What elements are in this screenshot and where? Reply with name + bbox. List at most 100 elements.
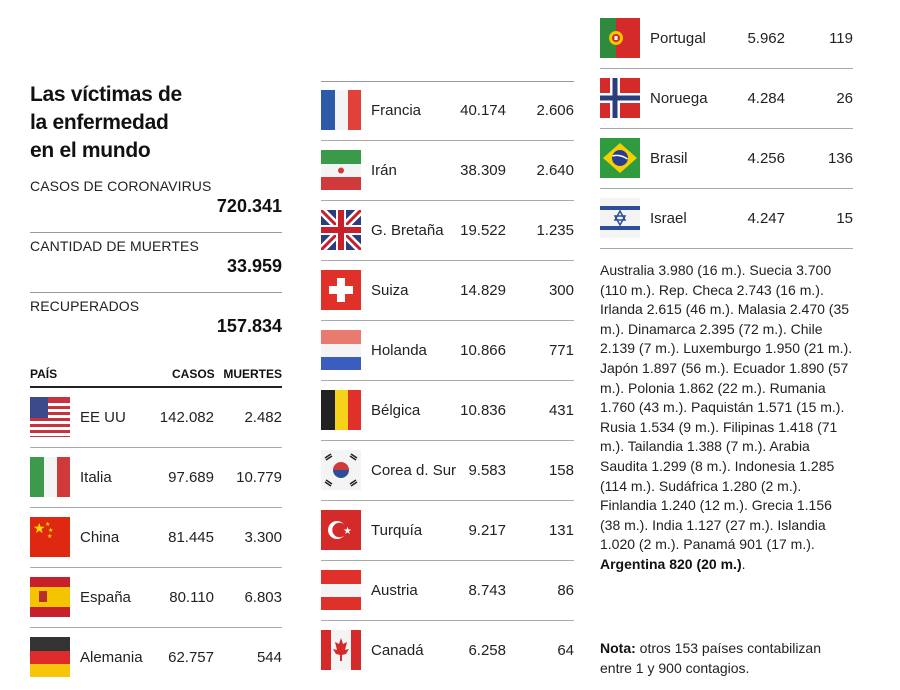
row-divider — [321, 200, 574, 201]
row-divider — [600, 248, 853, 249]
table-row: Irán 38.309 2.640 — [321, 141, 574, 201]
cases-value: 142.082 — [159, 409, 214, 426]
stat-value: 720.341 — [216, 196, 282, 216]
row-divider — [600, 128, 853, 129]
note-label: Nota: — [600, 640, 636, 656]
table-row: Bélgica 10.836 431 — [321, 381, 574, 441]
usa-flag-icon — [30, 397, 70, 437]
header-divider — [30, 386, 282, 388]
stat-label: RECUPERADOS — [30, 298, 140, 314]
italy-flag-icon — [30, 457, 70, 497]
deaths-value: 544 — [256, 649, 282, 666]
table-row: Israel 4.247 15 — [600, 189, 853, 249]
other-countries-text: Australia 3.980 (16 m.). Suecia 3.700 (1… — [600, 262, 853, 553]
deaths-value: 6.803 — [244, 589, 282, 606]
deaths-value: 10.779 — [236, 469, 282, 486]
country-name: G. Bretaña — [371, 222, 444, 239]
stat-total-cases: CASOS DE CORONAVIRUS 720.341 — [30, 178, 282, 217]
row-divider — [600, 188, 853, 189]
stat-value: 33.959 — [226, 256, 282, 276]
cases-value: 81.445 — [168, 529, 214, 546]
deaths-value: 158 — [548, 462, 574, 479]
cases-value: 9.217 — [468, 522, 506, 539]
belgium-flag-icon — [321, 390, 361, 430]
svg-text:★: ★ — [45, 521, 50, 528]
cases-value: 5.962 — [747, 30, 785, 47]
table-row: G. Bretaña 19.522 1.235 — [321, 201, 574, 261]
divider — [30, 292, 282, 293]
germany-flag-icon — [30, 637, 70, 677]
table-row: EE UU 142.082 2.482 — [30, 388, 282, 448]
turkey-flag-icon: ★ — [321, 510, 361, 550]
table-row: Italia 97.689 10.779 — [30, 448, 282, 508]
svg-text:★: ★ — [33, 521, 46, 537]
row-divider — [321, 320, 574, 321]
cases-value: 4.256 — [747, 150, 785, 167]
row-divider — [30, 567, 282, 568]
table-row: Portugal 5.962 119 — [600, 9, 853, 69]
country-name: Israel — [650, 210, 687, 227]
cases-value: 4.247 — [747, 210, 785, 227]
country-name: Brasil — [650, 150, 688, 167]
south-korea-flag-icon — [321, 450, 361, 490]
brazil-flag-icon — [600, 138, 640, 178]
table-row: Austria 8.743 86 — [321, 561, 574, 621]
paragraph-end: . — [741, 555, 746, 572]
deaths-value: 771 — [548, 342, 574, 359]
switzerland-flag-icon — [321, 270, 361, 310]
row-divider — [30, 447, 282, 448]
row-divider — [321, 140, 574, 141]
country-name: China — [80, 529, 120, 546]
stat-recovered: RECUPERADOS 157.834 — [30, 298, 282, 337]
country-name: Austria — [371, 582, 418, 599]
stat-label: CASOS DE CORONAVIRUS — [30, 178, 212, 194]
table-row: Brasil 4.256 136 — [600, 129, 853, 189]
row-divider — [321, 620, 574, 621]
cases-value: 14.829 — [460, 282, 506, 299]
country-name: Corea d. Sur — [371, 462, 457, 479]
deaths-value: 2.640 — [536, 162, 574, 179]
table-row: ★ Turquía 9.217 131 — [321, 501, 574, 561]
deaths-value: 2.482 — [244, 409, 282, 426]
cases-value: 10.836 — [460, 402, 506, 419]
spain-flag-icon — [30, 577, 70, 617]
row-divider — [321, 500, 574, 501]
deaths-value: 2.606 — [536, 102, 574, 119]
deaths-value: 131 — [548, 522, 574, 539]
norway-flag-icon — [600, 78, 640, 118]
header-country: PAÍS — [30, 367, 58, 381]
netherlands-flag-icon — [321, 330, 361, 370]
iran-flag-icon — [321, 150, 361, 190]
france-flag-icon — [321, 90, 361, 130]
svg-text:★: ★ — [48, 527, 53, 534]
row-divider — [600, 68, 853, 69]
country-name: Francia — [371, 102, 422, 119]
deaths-value: 86 — [557, 582, 574, 599]
row-divider — [30, 627, 282, 628]
svg-text:★: ★ — [47, 533, 52, 540]
deaths-value: 15 — [836, 210, 853, 227]
cases-value: 80.110 — [169, 589, 214, 606]
note: Nota: otros 153 países contabilizan entr… — [600, 639, 853, 678]
argentina-highlight: Argentina 820 (20 m.) — [600, 555, 742, 572]
cases-value: 38.309 — [460, 162, 506, 179]
table-row: Alemania 62.757 544 — [30, 628, 282, 688]
cases-value: 10.866 — [460, 342, 506, 359]
table-row: Suiza 14.829 300 — [321, 261, 574, 321]
svg-text:★: ★ — [343, 526, 352, 537]
portugal-flag-icon — [600, 18, 640, 58]
deaths-value: 431 — [548, 402, 574, 419]
cases-value: 40.174 — [460, 102, 506, 119]
country-name: Italia — [80, 469, 112, 486]
row-divider — [321, 440, 574, 441]
cases-value: 9.583 — [468, 462, 506, 479]
row-divider — [321, 560, 574, 561]
country-name: Bélgica — [371, 402, 421, 419]
country-name: Holanda — [371, 342, 427, 359]
header-deaths: MUERTES — [223, 367, 282, 381]
other-countries-paragraph: Australia 3.980 (16 m.). Suecia 3.700 (1… — [600, 261, 853, 575]
deaths-value: 26 — [836, 90, 853, 107]
deaths-value: 119 — [829, 30, 853, 47]
uk-flag-icon — [321, 210, 361, 250]
country-name: Noruega — [650, 90, 708, 107]
